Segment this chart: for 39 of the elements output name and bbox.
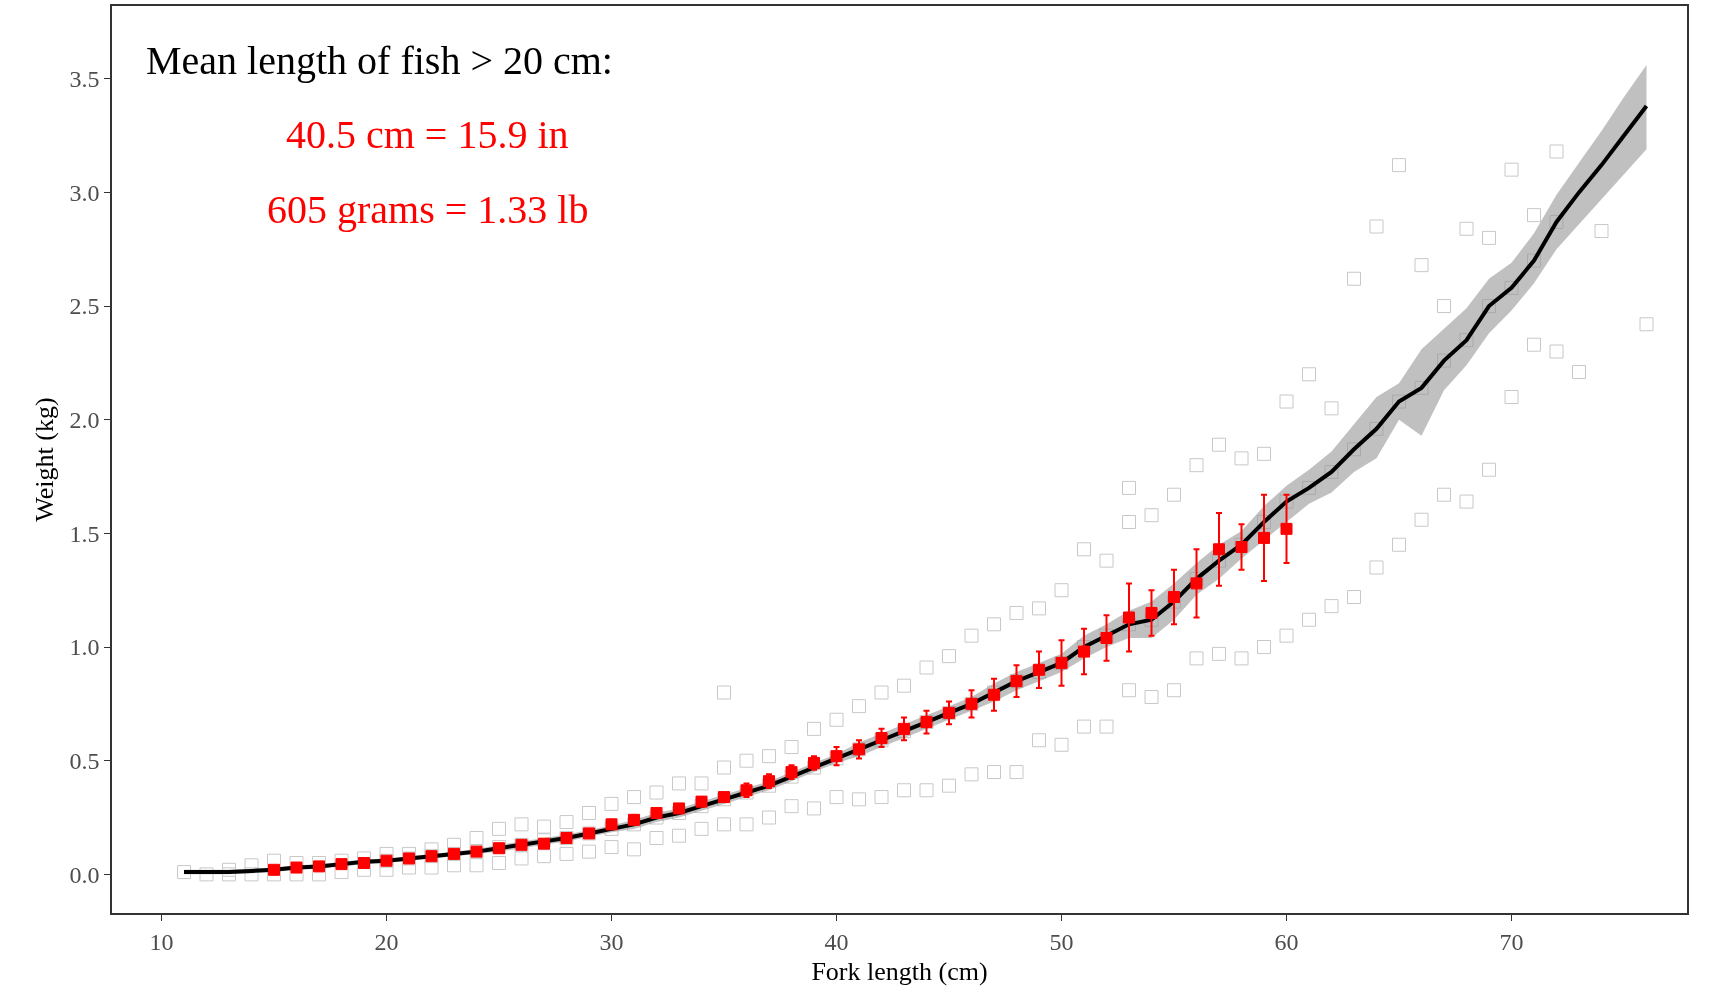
- point: [1235, 541, 1248, 554]
- point: [358, 856, 370, 869]
- annotation: 605 grams = 1.33 lb: [267, 187, 589, 232]
- point: [268, 863, 280, 876]
- y-tick-label: 1.5: [69, 520, 100, 547]
- x-tick-label: 10: [149, 928, 174, 955]
- y-tick-label: 0.5: [69, 748, 100, 775]
- point: [650, 806, 663, 819]
- point: [1033, 663, 1045, 676]
- y-tick-label: 0.0: [69, 861, 100, 888]
- point: [898, 722, 910, 735]
- point: [1168, 591, 1180, 604]
- point: [290, 861, 303, 874]
- point: [1258, 531, 1270, 544]
- point: [875, 731, 888, 744]
- point: [1280, 522, 1293, 535]
- y-tick-label: 3.0: [69, 179, 100, 206]
- x-tick-label: 30: [599, 928, 624, 955]
- x-tick-label: 20: [374, 928, 399, 955]
- x-tick-label: 70: [1499, 928, 1524, 955]
- x-tick-label: 60: [1274, 928, 1299, 955]
- y-tick-label: 3.5: [69, 66, 100, 93]
- y-axis-title: Weight (kg): [30, 397, 60, 522]
- x-tick-label: 50: [1049, 928, 1074, 955]
- point: [1190, 577, 1203, 590]
- point: [1123, 611, 1135, 624]
- y-tick-label: 2.5: [69, 293, 100, 320]
- point: [1213, 543, 1225, 556]
- x-tick-label: 40: [824, 928, 849, 955]
- point: [1145, 606, 1158, 619]
- point: [335, 858, 348, 871]
- annotation: 40.5 cm = 15.9 in: [286, 112, 569, 157]
- annotation: Mean length of fish > 20 cm:: [146, 38, 613, 83]
- point: [313, 860, 325, 873]
- point: [538, 837, 550, 850]
- point: [1078, 645, 1090, 658]
- x-axis-title: Fork length (cm): [811, 956, 988, 986]
- y-tick-label: 1.0: [69, 634, 100, 661]
- y-tick-label: 2.0: [69, 407, 100, 434]
